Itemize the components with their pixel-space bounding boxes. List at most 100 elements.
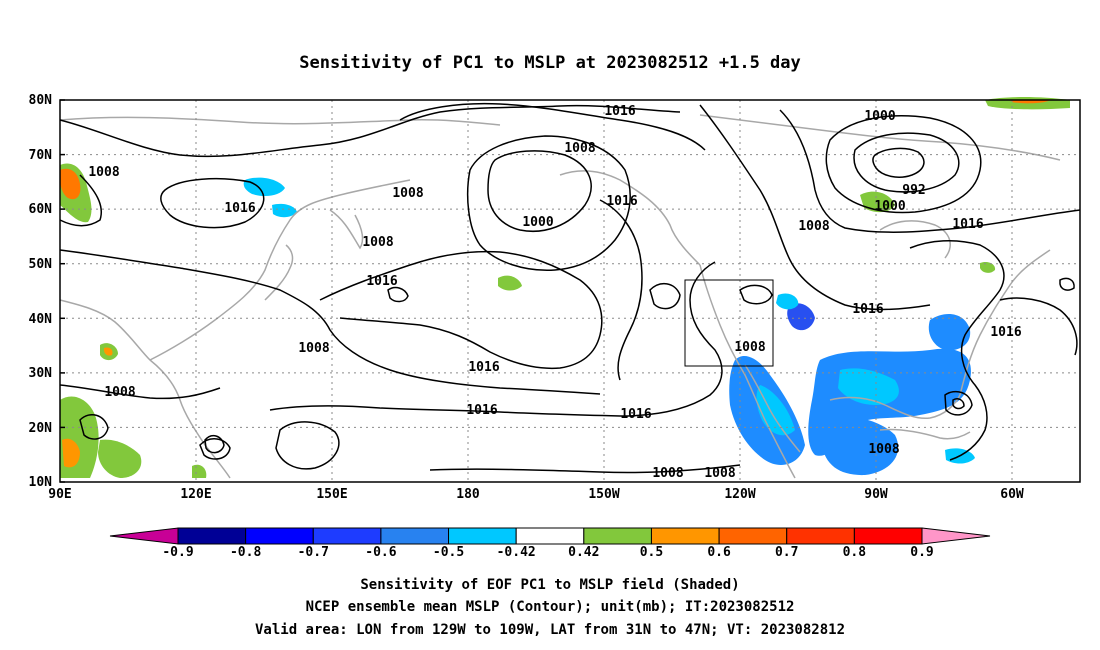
colorbar-label: -0.9 [162,545,193,560]
contour-line [466,135,631,271]
colorbar-label: 0.5 [640,545,663,560]
contour-label: 1016 [604,104,635,119]
positive-sensitivity-patch [192,464,207,478]
contour-label: 1008 [298,341,329,356]
contour-label: 1000 [864,109,895,124]
contour-label: 1016 [606,194,637,209]
longitude-labels: 90E 120E 150E 180 150W 120W 90W 60W [48,487,1024,502]
contour-line [649,283,681,310]
contour-line [429,464,741,474]
colorbar-label: -0.42 [497,545,536,560]
positive-sensitivity-patch [860,191,895,213]
contour-line [872,147,925,178]
contour-line [909,239,1005,461]
coastline-baja [744,364,801,453]
negative-sensitivity-patch [776,293,799,310]
contour-label: 1008 [392,186,423,201]
colorbar-high-triangle [921,527,991,545]
contour-line [387,286,409,303]
valid-area-box [684,279,774,367]
contour-line [59,174,102,227]
lon-label: 150E [316,487,347,502]
footer-line-1: Sensitivity of EOF PC1 to MSLP field (Sh… [360,577,739,593]
colorbar-labels: -0.9 -0.8 -0.7 -0.6 -0.5 -0.42 0.42 0.5 0.6 0.7 0.… [162,545,933,560]
coastline-alaska [559,170,701,266]
lon-label: 90W [864,487,888,502]
contour-label: 1016 [990,325,1021,340]
colorbar-box [853,527,923,545]
coastline-japan [264,244,294,301]
contour-label: 1008 [362,235,393,250]
lon-label: 120E [180,487,211,502]
contour-line [739,284,773,305]
contour-line [599,199,643,381]
negative-sensitivity-patch [787,303,815,331]
contour-label: 1016 [952,217,983,232]
colorbar-label: 0.42 [568,545,599,560]
colorbar-label: 0.9 [910,545,933,560]
positive-sensitivity-patch [980,261,996,273]
contour-line [319,250,603,370]
lat-label: 60N [29,202,53,217]
negative-sensitivity-patch [822,416,899,476]
negative-sensitivity-patch [272,203,297,218]
coastline-caribbean [879,428,971,440]
coastlines [59,114,1061,479]
contour-line [487,150,592,232]
contour-line [59,104,681,158]
map-panel: 1008 1016 1008 1008 1016 1008 1000 1016 … [59,97,1081,483]
lon-label: 120W [724,487,755,502]
colorbar-label: -0.8 [230,545,261,560]
colorbar-low-triangle [109,527,179,545]
contour-label: 992 [902,183,925,198]
contour-label: 1008 [798,219,829,234]
coastline-siberia [59,116,501,126]
contour-line [825,115,982,214]
positive-sensitivity-patch [1010,100,1050,104]
contour-label: 1008 [704,466,735,481]
contour-line [275,421,340,470]
contour-line [1059,277,1075,291]
mslp-contours [59,102,1081,474]
coastline-asia [59,299,231,479]
coastline-east-us [959,249,1051,396]
coastline-north-america-west [699,264,796,479]
colorbar-label: 0.8 [843,545,867,560]
contour-line [853,132,960,193]
contour-label: 1008 [104,385,135,400]
map-frame [59,99,1081,483]
contour-line [59,249,601,395]
colorbar-box [650,527,720,545]
contour-label: 1016 [852,302,883,317]
negative-sensitivity-patch [928,314,971,351]
colorbar-label: 0.7 [775,545,798,560]
lon-label: 180 [456,487,480,502]
positive-sensitivity-patch [60,168,81,200]
colorbar-box [583,527,652,545]
colorbar-label: -0.5 [433,545,464,560]
contour-line [59,384,221,400]
contour-labels: 1008 1016 1008 1008 1016 1008 1000 1016 … [88,104,1021,481]
lat-label: 80N [29,93,53,108]
lat-label: 50N [29,257,53,272]
axis-ticks [60,99,65,483]
colorbar-box [448,527,517,545]
negative-sensitivity-patch [243,177,285,196]
positive-sensitivity-patch [498,275,522,291]
lat-label: 10N [29,475,53,490]
colorbar-box [245,527,314,545]
contour-label: 1000 [522,215,553,230]
footer-line-3: Valid area: LON from 129W to 109W, LAT f… [255,622,845,638]
lat-label: 20N [29,421,53,436]
positive-sensitivity-patch [104,347,113,356]
coastline-gulf [829,394,961,420]
positive-sensitivity-patch [98,439,142,478]
lon-label: 150W [588,487,619,502]
colorbar-label: -0.7 [298,545,329,560]
contour-line [79,413,109,440]
lon-label: 60W [1000,487,1024,502]
contour-label: 1008 [652,466,683,481]
contour-line [952,398,965,410]
contour-label: 1000 [874,199,905,214]
contour-label: 1016 [468,360,499,375]
